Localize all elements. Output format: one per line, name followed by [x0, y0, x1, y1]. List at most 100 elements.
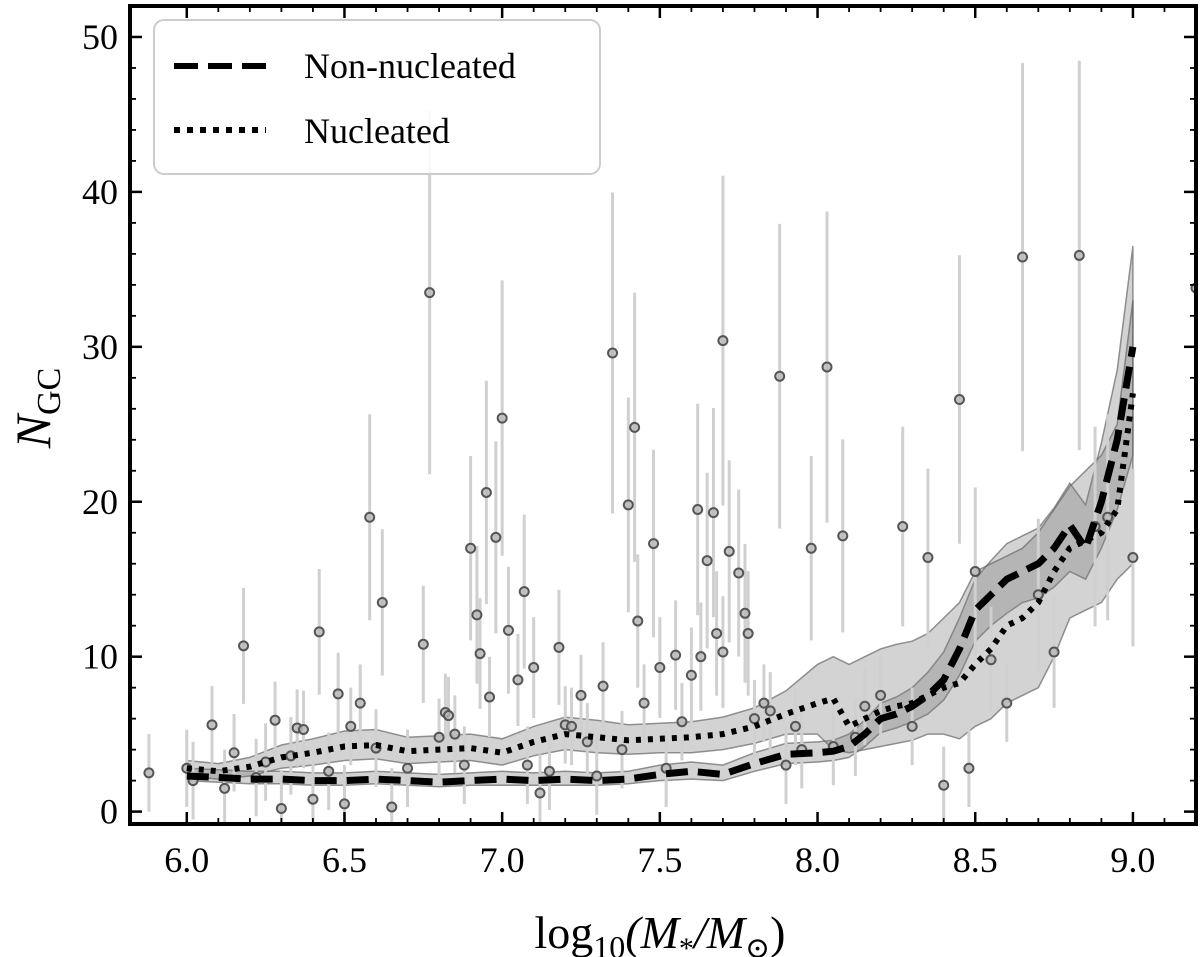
scatter-point — [685, 669, 697, 681]
scatter-point — [953, 394, 965, 406]
scatter-point — [323, 765, 335, 777]
x-label-end: ) — [770, 907, 785, 957]
scatter-point — [597, 680, 609, 692]
x-tick-label: 8.5 — [953, 840, 998, 880]
scatter-point — [875, 689, 887, 701]
scatter-point — [837, 530, 849, 542]
scatter-point — [354, 697, 366, 709]
x-tick-label: 6.5 — [322, 840, 367, 880]
scatter-point — [1073, 249, 1085, 261]
scatter-point — [502, 624, 514, 636]
y-axis-label: NGC — [5, 368, 68, 450]
x-tick-label: 7.5 — [637, 840, 682, 880]
scatter-point — [707, 507, 719, 519]
scatter-point — [1001, 697, 1013, 709]
scatter-point — [723, 545, 735, 557]
legend-box — [153, 19, 601, 175]
scatter-point — [332, 688, 344, 700]
x-label-sub: 10 — [593, 929, 625, 957]
x-label-star: * — [679, 932, 694, 957]
scatter-point — [512, 674, 524, 686]
scatter-point — [805, 542, 817, 554]
scatter-point — [528, 662, 540, 674]
scatter-point — [648, 538, 660, 550]
scatter-point — [632, 615, 644, 627]
scatter-point — [484, 691, 496, 703]
scatter-point — [238, 640, 250, 652]
scatter-point — [458, 759, 470, 771]
scatter-point — [638, 697, 650, 709]
scatter-point — [402, 762, 414, 774]
series-lines — [186, 346, 1137, 786]
scatter-point — [758, 697, 770, 709]
scatter-point — [821, 361, 833, 373]
scatter-point — [518, 586, 530, 598]
scatter-point — [938, 779, 950, 791]
x-label-rest: (M — [625, 907, 681, 957]
scatter-point — [386, 801, 398, 813]
y-label-sub: GC — [31, 368, 68, 415]
scatter-point — [364, 511, 376, 523]
scatter-point — [471, 609, 483, 621]
scatter-point — [629, 421, 641, 433]
x-tick-label: 6.0 — [164, 840, 209, 880]
scatter-point — [717, 335, 729, 347]
scatter-point — [654, 662, 666, 674]
scatter-point — [566, 720, 578, 732]
scatter-point — [581, 736, 593, 748]
x-label-log: log — [535, 907, 594, 957]
scatter-point — [443, 710, 455, 722]
scatter-point — [695, 651, 707, 663]
scatter-point — [228, 747, 240, 759]
scatter-point — [591, 770, 603, 782]
scatter-point — [307, 793, 319, 805]
series-line-non-nucleated — [186, 346, 1137, 786]
y-tick-label: 0 — [100, 792, 118, 832]
scatter-point — [717, 646, 729, 658]
scatter-point — [711, 627, 723, 639]
scatter-point — [521, 759, 533, 771]
scatter-point — [701, 555, 713, 567]
scatter-point — [496, 412, 508, 424]
scatter-point — [575, 689, 587, 701]
scatter-point — [269, 714, 281, 726]
scatter-point — [143, 767, 155, 779]
scatter-point — [534, 787, 546, 799]
scatter-point — [424, 287, 436, 299]
scatter-point — [474, 648, 486, 660]
scatter-point — [969, 565, 981, 577]
scatter-point — [490, 531, 502, 543]
legend: Non-nucleated Nucleated — [153, 19, 601, 175]
x-label-sun: ⊙ — [745, 932, 770, 957]
scatter-point — [1048, 646, 1060, 658]
scatter-point — [219, 782, 231, 794]
scatter-point — [764, 705, 776, 717]
scatter-point — [465, 542, 477, 554]
scatter-point — [1127, 552, 1139, 564]
x-tick-label: 7.0 — [480, 840, 525, 880]
scatter-point — [449, 728, 461, 740]
scatter-point — [670, 649, 682, 661]
scatter-point — [607, 347, 619, 359]
scatter-point — [774, 370, 786, 382]
scatter-point — [313, 626, 325, 638]
x-label-mid: /M — [691, 907, 748, 957]
legend-label-nucleated: Nucleated — [304, 111, 450, 151]
x-tick-label: 8.0 — [795, 840, 840, 880]
plot-frame — [128, 4, 1198, 826]
y-tick-label: 30 — [82, 327, 118, 367]
scatter-point — [616, 744, 628, 756]
scatter-point — [897, 521, 909, 533]
scatter-point — [338, 798, 350, 810]
scatter-point — [433, 731, 445, 743]
scatter-point — [206, 719, 218, 731]
scatter-point — [1017, 251, 1029, 263]
scatter-point — [733, 567, 745, 579]
scatter-point — [622, 499, 634, 511]
scatter-point — [553, 641, 565, 653]
y-tick-label: 10 — [82, 637, 118, 677]
scatter-point — [748, 713, 760, 725]
scatter-point — [906, 720, 918, 732]
x-axis-label: log10(M*/M⊙) — [535, 907, 786, 957]
